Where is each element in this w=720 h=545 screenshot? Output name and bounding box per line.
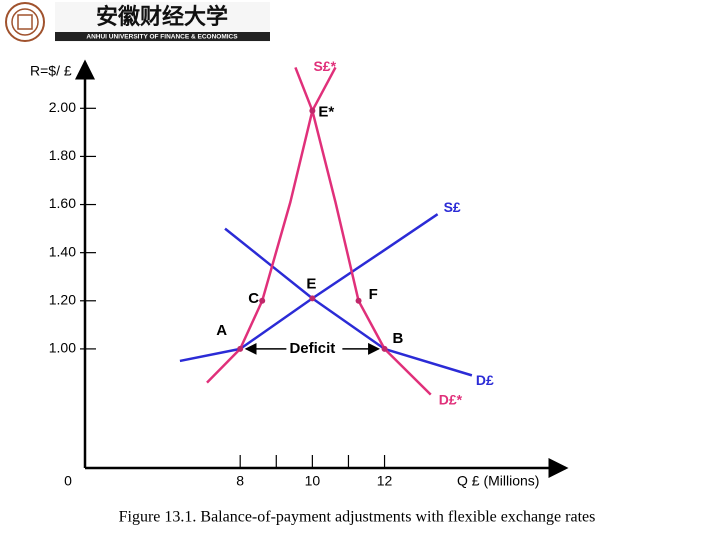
x-tick-label: 10 (305, 473, 321, 489)
x-tick-label: 12 (377, 473, 393, 489)
university-name: 安徽财经大学 (96, 4, 228, 30)
point-label: E* (318, 104, 334, 121)
y-tick-label: 2.00 (49, 99, 76, 115)
curve-label: S£* (313, 58, 336, 74)
origin-label: 0 (64, 473, 72, 489)
caption: Figure 13.1. Balance-of-payment adjustme… (119, 509, 596, 526)
point (309, 107, 316, 114)
point-label: C (248, 290, 259, 307)
curve-label: S£ (444, 199, 461, 215)
curve-label: D£* (439, 391, 463, 407)
y-tick-label: 1.40 (49, 243, 76, 259)
curve (294, 66, 432, 396)
y-tick-label: 1.60 (49, 195, 76, 211)
point-label: B (393, 330, 404, 347)
point (381, 345, 388, 352)
university-name-en: ANHUI UNIVERSITY OF FINANCE & ECONOMICS (86, 34, 238, 41)
point-label: E (306, 275, 316, 292)
curve (206, 66, 337, 384)
x-tick-label: 8 (236, 473, 244, 489)
point (309, 295, 316, 302)
point-label: F (369, 286, 378, 303)
x-axis-label: Q £ (Millions) (457, 473, 539, 489)
y-axis-label: R=$/ £ (30, 63, 72, 79)
logo: 安徽财经大学 ANHUI UNIVERSITY OF FINANCE & ECO… (5, 2, 270, 42)
y-tick-label: 1.80 (49, 147, 76, 163)
point (259, 297, 266, 304)
y-tick-label: 1.20 (49, 291, 76, 307)
curve-label: D£ (476, 372, 494, 388)
point-label: A (216, 322, 227, 339)
deficit-label: Deficit (289, 340, 335, 357)
point (237, 345, 244, 352)
point (355, 297, 362, 304)
y-tick-label: 1.00 (49, 340, 76, 356)
